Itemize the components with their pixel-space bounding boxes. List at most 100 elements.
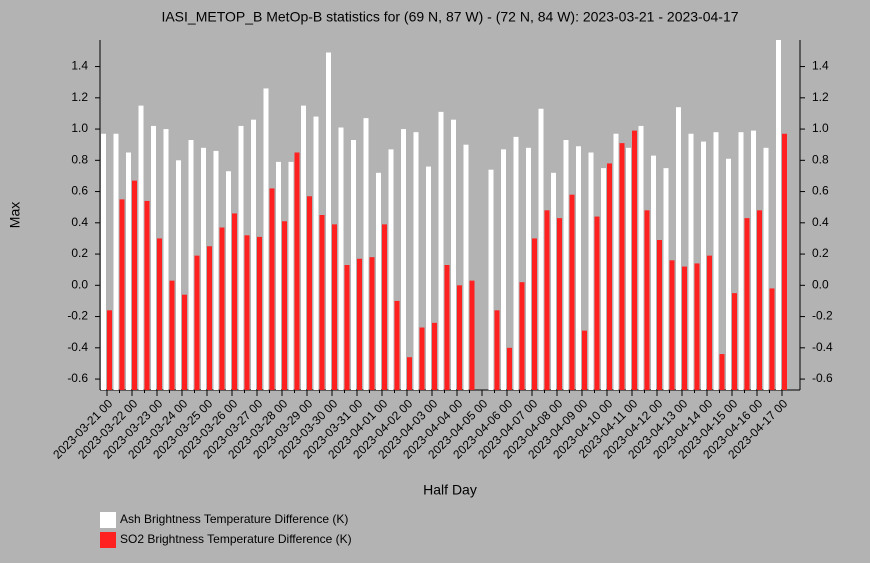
bar — [626, 147, 631, 390]
bar — [244, 235, 250, 390]
bar — [751, 130, 756, 390]
bar — [363, 118, 369, 390]
bar — [663, 168, 669, 390]
bar — [582, 330, 587, 390]
bar — [688, 133, 694, 390]
bar — [469, 280, 475, 390]
bar — [151, 125, 156, 390]
bar — [301, 105, 306, 390]
bar — [707, 255, 712, 390]
bar — [288, 161, 294, 390]
y2-tick-label: 0.8 — [812, 152, 829, 166]
bar — [101, 133, 106, 390]
legend-label: SO2 Brightness Temperature Difference (K… — [120, 532, 352, 546]
bar — [451, 119, 456, 390]
bar — [426, 166, 431, 390]
legend-label: Ash Brightness Temperature Difference (K… — [120, 512, 348, 526]
bar — [351, 140, 356, 390]
bar — [551, 172, 556, 390]
y-tick-label: -0.4 — [67, 340, 88, 354]
bar — [494, 310, 500, 390]
y-tick-label: -0.2 — [67, 309, 88, 323]
bar — [651, 155, 656, 390]
bar — [719, 354, 725, 390]
y-tick-label: 1.4 — [71, 59, 88, 73]
y2-tick-label: -0.4 — [812, 340, 833, 354]
bar — [538, 108, 544, 390]
bar — [294, 152, 300, 390]
y2-tick-label: 0.2 — [812, 246, 829, 260]
chart-title: IASI_METOP_B MetOp-B statistics for (69 … — [161, 9, 738, 25]
bar — [444, 265, 450, 390]
bar — [126, 152, 131, 390]
bar — [676, 107, 681, 390]
bar — [601, 168, 606, 390]
bar — [163, 129, 169, 390]
bar — [357, 258, 362, 390]
bar — [682, 266, 687, 390]
bar — [638, 125, 644, 390]
bar — [513, 136, 519, 390]
bar — [463, 144, 469, 390]
legend-swatch — [100, 532, 116, 548]
bar — [619, 143, 625, 390]
y2-tick-label: 0.6 — [812, 184, 829, 198]
bar — [732, 293, 737, 390]
bar — [701, 141, 706, 390]
bar — [532, 238, 537, 390]
bar — [507, 347, 512, 390]
y-tick-label: -0.6 — [67, 371, 88, 385]
y-tick-label: 1.2 — [71, 90, 88, 104]
y-tick-label: 0.0 — [71, 277, 88, 291]
bar — [307, 196, 312, 390]
bar — [613, 133, 619, 390]
y-axis-title: Max — [7, 202, 23, 228]
bar — [588, 152, 594, 390]
y2-tick-label: 0.0 — [812, 277, 829, 291]
bar — [338, 127, 344, 390]
bar — [194, 255, 200, 390]
bar — [501, 149, 506, 390]
bar — [369, 257, 375, 390]
bar — [488, 169, 494, 390]
bar — [557, 218, 562, 390]
bar — [238, 125, 244, 390]
bar — [282, 221, 287, 390]
bar — [219, 227, 225, 390]
bar — [782, 133, 787, 390]
bar — [251, 119, 256, 390]
bar — [113, 133, 119, 390]
y2-tick-label: 1.0 — [812, 121, 829, 135]
bar — [326, 52, 331, 390]
bar — [519, 282, 525, 390]
bar — [169, 280, 175, 390]
bar — [157, 238, 162, 390]
legend-swatch — [100, 512, 116, 528]
bar — [744, 218, 750, 390]
bar — [669, 260, 675, 390]
bar — [526, 147, 531, 390]
bar — [132, 180, 137, 390]
bar — [138, 105, 144, 390]
bar — [644, 210, 650, 390]
bar — [376, 172, 381, 390]
bar — [201, 147, 206, 390]
bar — [276, 161, 281, 390]
bar — [176, 160, 181, 390]
bar — [207, 246, 212, 390]
bar — [269, 188, 275, 390]
bar — [738, 132, 744, 390]
bar — [438, 111, 444, 390]
x-axis-title: Half Day — [423, 482, 477, 498]
bar — [332, 224, 337, 390]
bar — [657, 240, 662, 390]
y-tick-label: 0.2 — [71, 246, 88, 260]
bar — [776, 40, 781, 390]
y2-tick-label: 1.2 — [812, 90, 829, 104]
bar — [563, 140, 569, 390]
bar — [313, 116, 319, 390]
bar — [144, 200, 150, 390]
bar — [382, 224, 387, 390]
bar — [769, 288, 775, 390]
bar — [226, 171, 231, 390]
